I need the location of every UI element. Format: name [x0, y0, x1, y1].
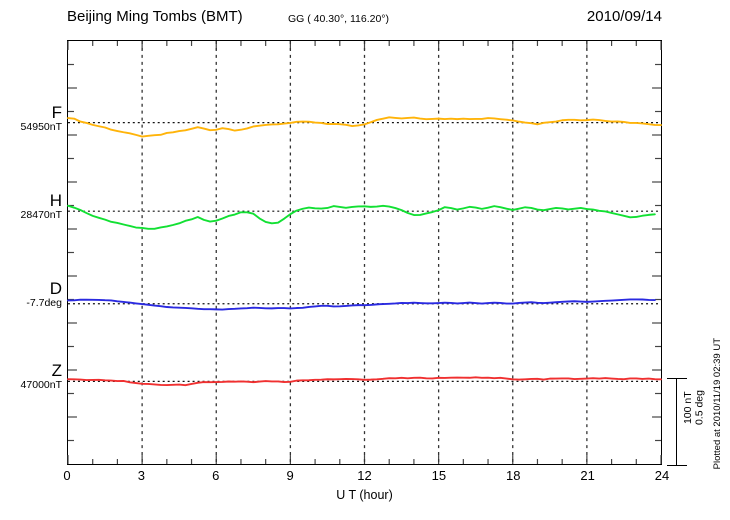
- header: Beijing Ming Tombs (BMT) GG ( 40.30°, 11…: [0, 0, 730, 34]
- trace-d: [67, 298, 656, 311]
- series-label-d: D -7.7deg: [0, 280, 62, 310]
- trace-z: [67, 376, 662, 387]
- x-tick-label-9: 9: [286, 468, 294, 483]
- series-label-h: H 28470nT: [0, 192, 62, 222]
- page-title: Beijing Ming Tombs (BMT): [67, 8, 243, 25]
- x-tick-label-3: 3: [137, 468, 145, 483]
- series-label-f: F 54950nT: [0, 104, 62, 134]
- series-label-z: Z 47000nT: [0, 362, 62, 392]
- x-tick-label-15: 15: [431, 468, 447, 483]
- scale-bar-label: 100 nT 0.5 deg: [682, 390, 706, 426]
- date-label: 2010/09/14: [586, 8, 662, 25]
- trace-f: [67, 116, 662, 138]
- x-axis-tick-labels: 0 3 6 9 12 15 18 21 24: [63, 468, 669, 488]
- series-baseline-d: -7.7deg: [26, 297, 62, 309]
- x-tick-label-21: 21: [580, 468, 595, 483]
- magnetogram-chart: [67, 41, 662, 464]
- plot-area: [67, 41, 662, 464]
- scale-bar-line1: 100 nT: [682, 391, 694, 424]
- x-tick-label-18: 18: [506, 468, 521, 483]
- trace-h: [67, 204, 656, 230]
- scale-bar-line2: 0.5 deg: [693, 390, 706, 426]
- series-baseline-h: 28470nT: [20, 209, 62, 221]
- series-baseline-f: 54950nT: [20, 121, 62, 133]
- geographic-coordinates: GG ( 40.30°, 116.20°): [288, 13, 390, 25]
- series-letter-d: D: [49, 279, 62, 298]
- x-tick-label-6: 6: [212, 468, 220, 483]
- x-tick-label-24: 24: [654, 468, 670, 483]
- x-tick-label-0: 0: [63, 468, 71, 483]
- x-axis-title: U T (hour): [336, 488, 393, 502]
- series-letter-f: F: [51, 103, 62, 122]
- scale-bar: [667, 378, 687, 466]
- scale-bar-bottom-cap: [667, 464, 687, 466]
- scale-bar-top-cap: [667, 378, 687, 380]
- plot-frame: [67, 40, 662, 465]
- series-letter-h: H: [49, 191, 62, 210]
- vertical-gridlines: [141, 41, 588, 464]
- series-letter-z: Z: [51, 361, 62, 380]
- series-baseline-z: 47000nT: [20, 379, 62, 391]
- plotted-timestamp: Plotted at 2010/11/19 02:39 UT: [712, 338, 723, 470]
- x-tick-label-12: 12: [357, 468, 372, 483]
- series-layer: [67, 116, 662, 387]
- axis-ticks: [67, 41, 662, 464]
